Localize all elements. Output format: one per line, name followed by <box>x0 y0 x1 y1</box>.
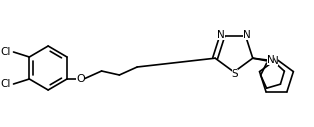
Text: Cl: Cl <box>0 79 11 89</box>
Text: O: O <box>76 74 85 84</box>
Text: N: N <box>243 30 251 40</box>
Text: N: N <box>218 30 225 40</box>
Text: N: N <box>267 55 274 65</box>
Text: S: S <box>232 69 238 79</box>
Text: N: N <box>271 56 278 66</box>
Text: Cl: Cl <box>0 47 11 57</box>
